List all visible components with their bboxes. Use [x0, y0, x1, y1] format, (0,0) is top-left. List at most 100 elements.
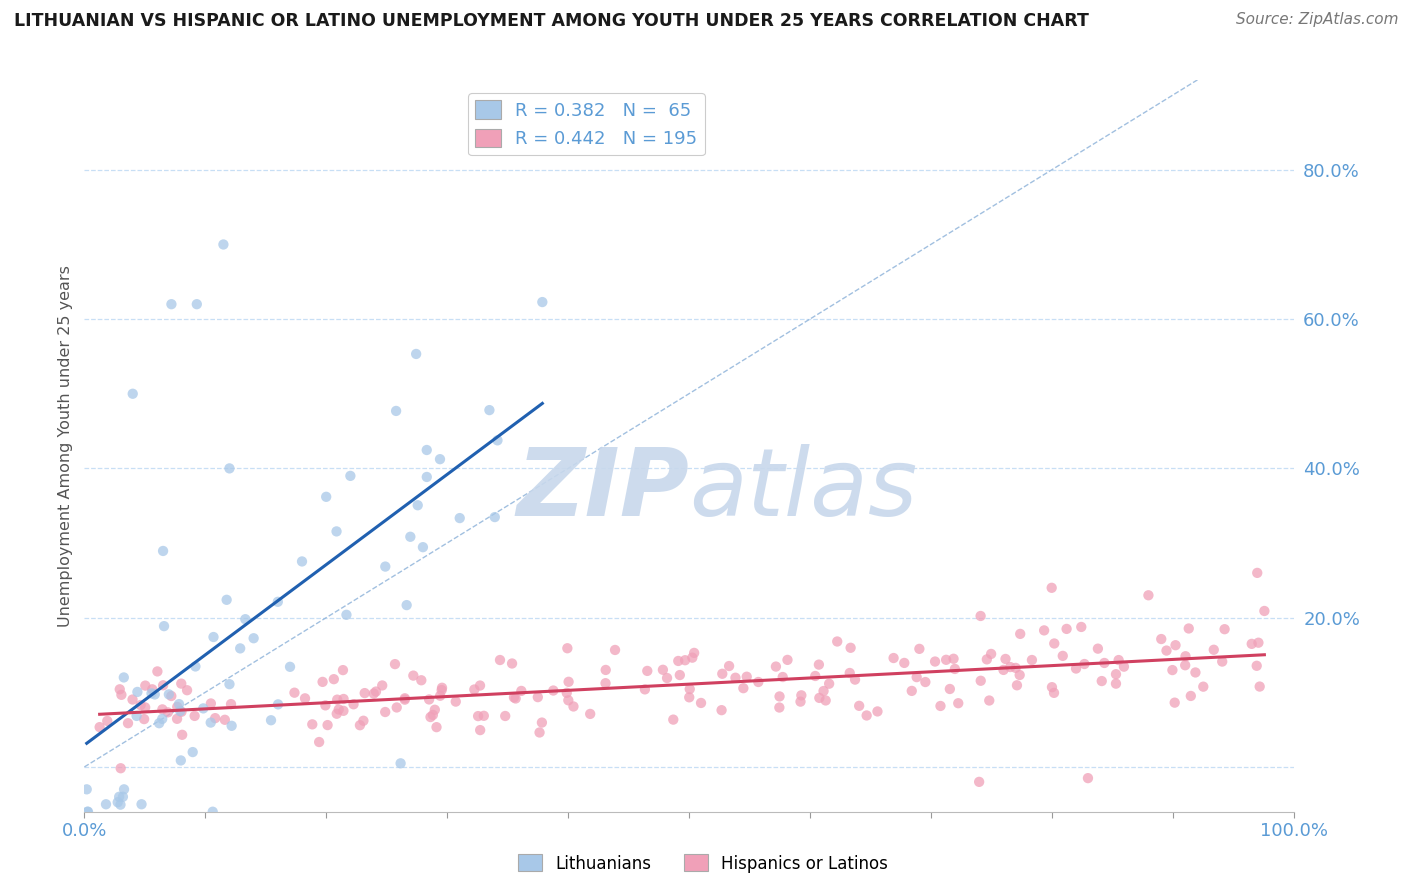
Point	[385, 404, 408, 418]
Text: ZIP: ZIP	[516, 444, 689, 536]
Point	[183, 709, 205, 723]
Point	[150, 702, 173, 716]
Point	[278, 660, 301, 674]
Point	[134, 700, 156, 714]
Point	[967, 775, 990, 789]
Point	[395, 598, 418, 612]
Point	[848, 698, 870, 713]
Point	[1073, 657, 1095, 671]
Point	[283, 686, 305, 700]
Point	[332, 704, 354, 718]
Point	[948, 696, 970, 710]
Point	[1246, 658, 1268, 673]
Point	[1043, 686, 1066, 700]
Point	[1005, 678, 1028, 692]
Point	[1246, 566, 1268, 580]
Point	[89, 720, 111, 734]
Point	[218, 677, 240, 691]
Point	[169, 704, 191, 718]
Point	[790, 689, 813, 703]
Point	[125, 709, 148, 723]
Point	[200, 697, 222, 711]
Point	[813, 684, 835, 698]
Legend: R = 0.382   N =  65, R = 0.442   N = 195: R = 0.382 N = 65, R = 0.442 N = 195	[468, 93, 704, 155]
Point	[141, 682, 163, 697]
Point	[1156, 643, 1178, 657]
Point	[1033, 624, 1056, 638]
Point	[555, 686, 578, 700]
Point	[603, 643, 626, 657]
Point	[416, 470, 439, 484]
Point	[472, 708, 495, 723]
Point	[1249, 680, 1271, 694]
Point	[776, 653, 799, 667]
Point	[212, 237, 235, 252]
Point	[772, 670, 794, 684]
Point	[789, 695, 811, 709]
Point	[1091, 674, 1114, 689]
Point	[733, 681, 755, 695]
Point	[335, 607, 357, 622]
Point	[529, 725, 551, 739]
Point	[160, 297, 183, 311]
Point	[430, 683, 453, 698]
Point	[970, 673, 993, 688]
Point	[1177, 622, 1199, 636]
Text: atlas: atlas	[689, 444, 917, 535]
Point	[530, 715, 553, 730]
Point	[412, 540, 434, 554]
Point	[204, 711, 226, 725]
Point	[385, 700, 408, 714]
Point	[893, 656, 915, 670]
Point	[110, 797, 132, 812]
Point	[117, 716, 139, 731]
Point	[939, 681, 962, 696]
Point	[325, 706, 347, 721]
Point	[176, 683, 198, 698]
Point	[153, 619, 176, 633]
Point	[430, 681, 453, 695]
Point	[1112, 659, 1135, 673]
Point	[167, 697, 190, 711]
Point	[112, 670, 135, 684]
Point	[935, 653, 957, 667]
Point	[662, 713, 685, 727]
Point	[121, 386, 143, 401]
Point	[993, 663, 1015, 677]
Point	[332, 663, 354, 677]
Point	[110, 761, 132, 775]
Point	[322, 672, 344, 686]
Point	[489, 653, 512, 667]
Point	[1056, 622, 1078, 636]
Point	[143, 688, 166, 702]
Point	[1043, 636, 1066, 650]
Point	[1092, 656, 1115, 670]
Point	[595, 663, 617, 677]
Point	[924, 655, 946, 669]
Point	[394, 692, 416, 706]
Point	[808, 690, 831, 705]
Point	[844, 673, 866, 687]
Point	[141, 686, 163, 700]
Point	[406, 498, 429, 512]
Point	[332, 692, 354, 706]
Point	[1137, 588, 1160, 602]
Point	[131, 797, 153, 812]
Point	[166, 712, 188, 726]
Point	[316, 718, 339, 732]
Point	[152, 678, 174, 692]
Point	[710, 703, 733, 717]
Point	[181, 745, 204, 759]
Point	[423, 703, 446, 717]
Point	[905, 670, 928, 684]
Point	[883, 651, 905, 665]
Point	[267, 595, 290, 609]
Point	[579, 706, 602, 721]
Point	[1040, 581, 1063, 595]
Point	[201, 805, 224, 819]
Point	[510, 684, 533, 698]
Point	[156, 706, 179, 720]
Point	[267, 698, 290, 712]
Point	[294, 691, 316, 706]
Point	[503, 690, 526, 705]
